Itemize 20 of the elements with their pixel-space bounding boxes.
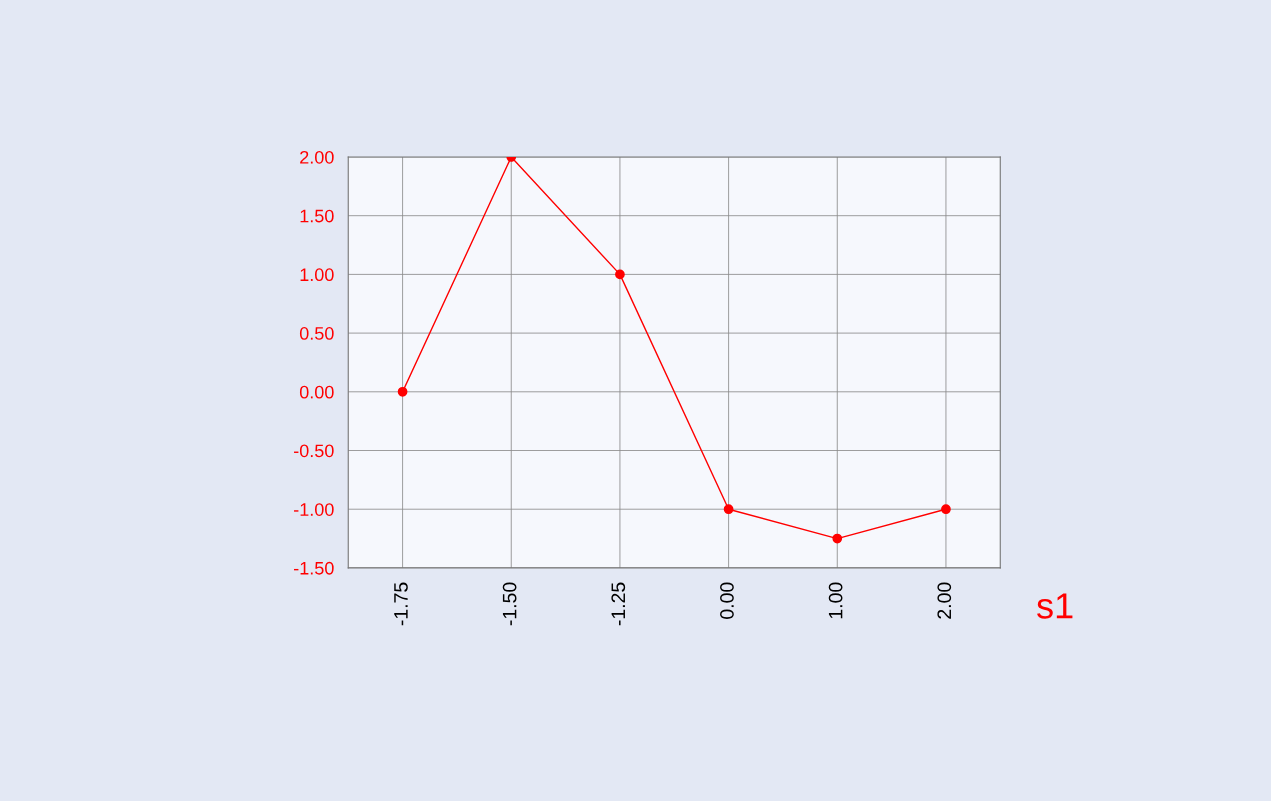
y-tick-label: -1.50 xyxy=(294,561,334,575)
y-tick-label: 1.00 xyxy=(300,268,334,282)
y-tick-label: -0.50 xyxy=(294,444,334,458)
point xyxy=(397,386,408,397)
x-tick-label: 1.00 xyxy=(828,582,843,619)
text: s1 xyxy=(1037,593,1073,619)
y-tick-label: 2.00 xyxy=(300,150,334,164)
x-tick-label: 0.00 xyxy=(720,582,734,619)
point xyxy=(723,504,734,515)
point xyxy=(615,269,625,280)
point xyxy=(941,504,951,515)
x-tick-label: 2.00 xyxy=(937,582,952,619)
x-tick-label: -1.25 xyxy=(611,582,626,626)
point xyxy=(832,533,843,544)
y-tick-label: 1.50 xyxy=(300,209,334,223)
y-tick-label: 0.00 xyxy=(299,385,334,399)
x-tick-label: -1.50 xyxy=(502,582,517,626)
y-tick-label: -1.00 xyxy=(294,503,334,516)
x-tick-label: -1.75 xyxy=(394,582,408,626)
y-tick-label: 0.50 xyxy=(299,327,334,340)
